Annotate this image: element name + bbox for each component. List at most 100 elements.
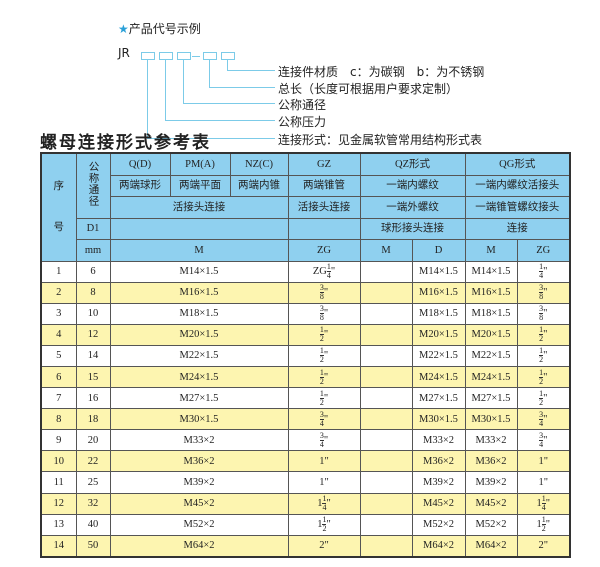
cell-m: M27×1.5 [109, 387, 289, 410]
cell-qg-m: M18×1.5 [464, 302, 518, 325]
cell-qg-m: M24×1.5 [464, 365, 518, 389]
label-material: 连接件材质 c：为碳钢 b：为不锈钢 [278, 65, 485, 79]
cell-qg-m: M16×1.5 [464, 281, 518, 304]
cell-seq: 14 [40, 534, 77, 558]
cell-seq: 6 [40, 365, 77, 389]
code-box [141, 52, 155, 60]
cell-qg-zg: 1 2 " [516, 344, 571, 367]
cell-qg-zg: 1 1 4 " [516, 492, 571, 515]
cell-m: M18×1.5 [109, 302, 289, 325]
header-cell: QZ形式 [359, 152, 466, 176]
header-cell: 连接 [464, 217, 571, 240]
cell-seq: 13 [40, 513, 77, 536]
table-row: 13 40 M52×2 1 1 2 " M52×2 M52×2 1 1 2 " [40, 513, 571, 536]
cell-qg-m: M52×2 [464, 513, 518, 536]
header-cell: PM(A) [169, 152, 231, 176]
cell-gz-zg: 1 1 2 " [287, 513, 361, 536]
cell-qz-d: M22×1.5 [411, 344, 466, 367]
cell-dn: 50 [75, 534, 111, 558]
dash [192, 56, 200, 57]
cell-qg-m: M14×1.5 [464, 260, 518, 283]
cell-qz-m [359, 534, 413, 558]
header-cell: M [464, 239, 518, 262]
cell-qz-m [359, 408, 413, 431]
cell-qz-d: M30×1.5 [411, 408, 466, 431]
cell-gz-zg: 2" [287, 534, 361, 558]
cell-qg-m: M64×2 [464, 534, 518, 558]
cell-qg-zg: 1 2 " [516, 323, 571, 346]
cell-qg-zg: 1 1 2 " [516, 513, 571, 536]
table-row: 1 6 M14×1.5 ZG 1 4 " M14×1.5 M14×1.5 1 4 " [40, 260, 571, 283]
cell-seq: 7 [40, 387, 77, 410]
code-box [159, 52, 173, 60]
cell-qz-m [359, 450, 413, 473]
cell-qz-d: M24×1.5 [411, 365, 466, 389]
header-cell: Q(D) [109, 152, 171, 176]
cell-gz-zg: 1 1 4 " [287, 492, 361, 515]
header-cell: mm [75, 239, 111, 262]
cell-dn: 25 [75, 471, 111, 494]
cell-m: M30×1.5 [109, 408, 289, 431]
cell-qz-d: M27×1.5 [411, 387, 466, 410]
cell-qz-d: M52×2 [411, 513, 466, 536]
cell-qz-d: M64×2 [411, 534, 466, 558]
header-seq: 序号 [40, 152, 77, 262]
cell-gz-zg: 3 8 " [287, 281, 361, 304]
header-nominal-diameter: 公称通径 [75, 152, 111, 219]
table-row: 11 25 M39×2 1" M39×2 M39×2 1" [40, 471, 571, 494]
cell-qg-m: M36×2 [464, 450, 518, 473]
cell-gz-zg: 3 4 " [287, 429, 361, 452]
cell-m: M16×1.5 [109, 281, 289, 304]
cell-dn: 12 [75, 323, 111, 346]
table-row: 2 8 M16×1.5 3 8 " M16×1.5 M16×1.5 3 8 " [40, 281, 571, 304]
cell-dn: 22 [75, 450, 111, 473]
table-row: 12 32 M45×2 1 1 4 " M45×2 M45×2 1 1 4 " [40, 492, 571, 515]
cell-qz-m [359, 344, 413, 367]
table-row: 9 20 M33×2 3 4 " M33×2 M33×2 3 4 " [40, 429, 571, 452]
table-row: 8 18 M30×1.5 3 4 " M30×1.5 M30×1.5 3 4 " [40, 408, 571, 431]
cell-qz-d: M39×2 [411, 471, 466, 494]
cell-gz-zg: ZG 1 4 " [287, 260, 361, 283]
cell-seq: 10 [40, 450, 77, 473]
cell-qz-m [359, 471, 413, 494]
cell-qz-d: M14×1.5 [411, 260, 466, 283]
cell-qg-m: M20×1.5 [464, 323, 518, 346]
cell-seq: 4 [40, 323, 77, 346]
cell-m: M24×1.5 [109, 365, 289, 389]
cell-dn: 6 [75, 260, 111, 283]
cell-qg-zg: 3 8 " [516, 281, 571, 304]
label-pressure: 公称压力 [278, 115, 327, 129]
code-prefix: JR [118, 46, 130, 60]
cell-gz-zg: 1 2 " [287, 365, 361, 389]
cell-qg-zg: 3 4 " [516, 408, 571, 431]
cell-m: M52×2 [109, 513, 289, 536]
cell-qg-zg: 1 4 " [516, 260, 571, 283]
cell-seq: 8 [40, 408, 77, 431]
header-cell: GZ [287, 152, 361, 176]
cell-seq: 9 [40, 429, 77, 452]
cell-gz-zg: 1 2 " [287, 387, 361, 410]
header-cell: D [411, 239, 466, 262]
cell-qg-m: M22×1.5 [464, 344, 518, 367]
cell-qz-m [359, 429, 413, 452]
cell-qg-zg: 3 8 " [516, 302, 571, 325]
cell-seq: 5 [40, 344, 77, 367]
header-cell: 两端锥管 [287, 174, 361, 197]
nut-connection-table: 序号 公称通径 Q(D) PM(A) NZ(C) GZ QZ形式 QG形式 两端… [40, 152, 572, 558]
header-cell [109, 217, 289, 240]
header-cell: M [109, 239, 289, 262]
cell-m: M45×2 [109, 492, 289, 515]
cell-gz-zg: 1 2 " [287, 344, 361, 367]
cell-m: M20×1.5 [109, 323, 289, 346]
cell-m: M14×1.5 [109, 260, 289, 283]
cell-m: M33×2 [109, 429, 289, 452]
cell-dn: 18 [75, 408, 111, 431]
code-example-title: ★产品代号示例 [118, 22, 201, 36]
cell-qz-m [359, 513, 413, 536]
cell-gz-zg: 1" [287, 471, 361, 494]
header-cell: 活接头连接 [287, 196, 361, 219]
cell-qz-d: M16×1.5 [411, 281, 466, 304]
cell-seq: 1 [40, 260, 77, 283]
cell-qg-zg: 1 2 " [516, 387, 571, 410]
cell-qg-m: M39×2 [464, 471, 518, 494]
